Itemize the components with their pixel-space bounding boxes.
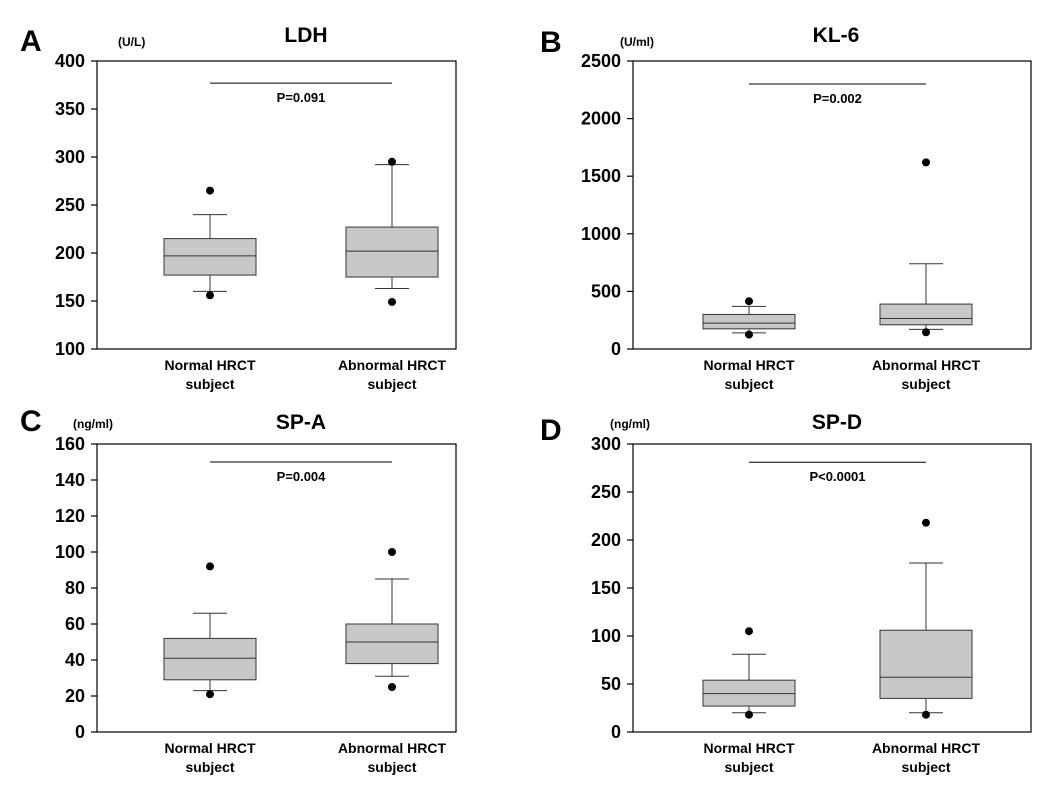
x-category-label: Normal HRCT (164, 740, 255, 756)
y-tick-label: 100 (591, 626, 621, 646)
box-plot-abnormal (879, 158, 973, 337)
x-category-label: Normal HRCT (703, 357, 794, 373)
outlier-point (922, 158, 930, 167)
panel-a: A (U/L) LDH 100 150 200 250 300 350 400 Normal HRC… (20, 24, 457, 392)
x-category-label: Abnormal HRCT (872, 357, 981, 373)
y-tick-label: 200 (591, 530, 621, 550)
plot-frame (96, 443, 457, 733)
x-category-label: Normal HRCT (703, 740, 794, 756)
box-plot-abnormal (345, 157, 439, 306)
iqr-box (345, 226, 439, 278)
y-tick-label: 40 (65, 650, 85, 670)
iqr-box (163, 637, 257, 681)
y-tick-label: 150 (591, 578, 621, 598)
y-tick-label: 140 (55, 470, 85, 490)
outlier-point (206, 562, 214, 571)
y-tick-label: 20 (65, 686, 85, 706)
x-category-label: subject (185, 376, 234, 392)
outlier-point (206, 291, 214, 300)
y-tick-label: 200 (55, 243, 85, 263)
panel-letter: B (540, 26, 562, 59)
y-tick-label: 350 (55, 99, 85, 119)
iqr-box (163, 238, 257, 276)
y-tick-label: 50 (601, 674, 621, 694)
x-category-label: subject (185, 759, 234, 775)
p-value-label: P=0.004 (277, 469, 327, 484)
y-tick-label: 250 (591, 482, 621, 502)
x-category-label: Abnormal HRCT (338, 357, 447, 373)
chart-title: KL-6 (813, 24, 860, 47)
y-axis-unit: (ng/ml) (610, 417, 650, 431)
p-value-label: P=0.002 (813, 91, 862, 106)
outlier-point (745, 330, 753, 339)
plot-frame (632, 60, 1032, 350)
x-category-label: Normal HRCT (164, 357, 255, 373)
y-axis-unit: (ng/ml) (73, 417, 113, 431)
x-category-label: subject (901, 759, 950, 775)
y-tick-label: 0 (75, 722, 85, 742)
outlier-point (388, 157, 396, 166)
y-tick-label: 100 (55, 542, 85, 562)
iqr-box (702, 313, 796, 330)
outlier-point (745, 627, 753, 636)
y-tick-label: 300 (55, 147, 85, 167)
y-tick-label: 80 (65, 578, 85, 598)
outlier-point (745, 297, 753, 306)
y-tick-label: 2000 (581, 109, 621, 129)
y-tick-label: 500 (591, 281, 621, 301)
x-category-label: Abnormal HRCT (872, 740, 981, 756)
y-tick-label: 0 (611, 722, 621, 742)
box-plot-normal (702, 627, 796, 719)
y-axis-unit: (U/ml) (620, 35, 654, 49)
y-axis-unit: (U/L) (118, 35, 145, 49)
y-tick-label: 100 (55, 339, 85, 359)
chart-title: LDH (284, 24, 327, 47)
x-category-label: subject (367, 759, 416, 775)
x-category-label: subject (901, 376, 950, 392)
outlier-point (745, 710, 753, 719)
x-category-label: Abnormal HRCT (338, 740, 447, 756)
p-value-label: P<0.0001 (809, 469, 865, 484)
chart-title: SP-D (812, 411, 862, 434)
y-tick-label: 1500 (581, 166, 621, 186)
iqr-box (345, 623, 439, 665)
box-plot-normal (163, 562, 257, 699)
y-tick-label: 1000 (581, 224, 621, 244)
outlier-point (206, 690, 214, 699)
iqr-box (879, 629, 973, 699)
chart-title: SP-A (276, 411, 326, 434)
outlier-point (388, 297, 396, 306)
x-category-label: subject (724, 759, 773, 775)
box-plot-normal (163, 186, 257, 300)
y-tick-label: 120 (55, 506, 85, 526)
panel-b: B (U/ml) KL-6 0 500 1000 1500 2000 2500 Normal HR… (540, 24, 1032, 392)
box-plot-normal (702, 297, 796, 339)
outlier-point (388, 548, 396, 556)
y-tick-label: 150 (55, 291, 85, 311)
x-category-label: subject (367, 376, 416, 392)
panel-d: D (ng/ml) SP-D 0 50 100 150 200 250 300 Normal HRC… (540, 411, 1032, 775)
y-tick-label: 60 (65, 614, 85, 634)
y-tick-label: 160 (55, 434, 85, 454)
box-plot-abnormal (879, 518, 973, 719)
y-tick-label: 250 (55, 195, 85, 215)
p-value-label: P=0.091 (277, 90, 326, 105)
y-tick-label: 300 (591, 434, 621, 454)
box-plot-abnormal (345, 548, 439, 691)
y-tick-label: 0 (611, 339, 621, 359)
iqr-box (879, 303, 973, 326)
x-category-label: subject (724, 376, 773, 392)
panel-letter: C (20, 405, 42, 438)
outlier-point (206, 186, 214, 195)
panel-letter: D (540, 414, 562, 447)
panel-letter: A (20, 25, 42, 58)
panel-c: C (ng/ml) SP-A 0 20 40 60 80 100 120 140 160 Normal … (20, 405, 457, 775)
y-tick-label: 400 (55, 51, 85, 71)
outlier-point (388, 683, 396, 691)
y-tick-label: 2500 (581, 51, 621, 71)
outlier-point (922, 328, 930, 337)
outlier-point (922, 518, 930, 527)
outlier-point (922, 710, 930, 719)
